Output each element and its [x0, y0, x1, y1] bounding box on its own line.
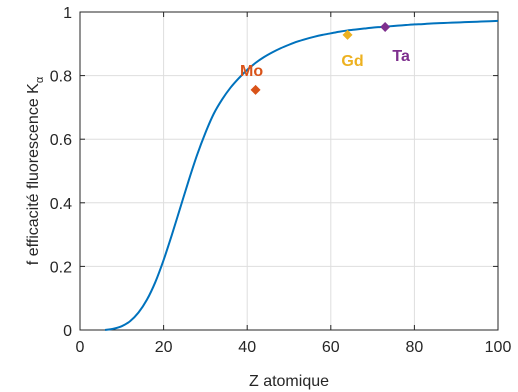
point-marker-ta	[380, 21, 391, 32]
y-tick-label: 0.4	[50, 196, 72, 213]
point-label-ta: Ta	[392, 48, 410, 65]
y-tick-label: 0.8	[50, 69, 72, 86]
point-label-gd: Gd	[341, 53, 363, 70]
y-axis-label-main: f efficacité fluorescence K	[25, 83, 42, 265]
x-tick-label: 40	[238, 339, 256, 356]
x-tick-label: 60	[322, 339, 340, 356]
x-tick-label: 0	[76, 339, 85, 356]
y-tick-label: 0.2	[50, 259, 72, 276]
x-axis-label: Z atomique	[249, 373, 329, 390]
y-axis-label-subscript: α	[34, 76, 46, 83]
point-marker-mo	[250, 84, 261, 95]
plot-area-frame	[79, 11, 499, 331]
grid	[79, 11, 499, 331]
y-tick-label: 1	[63, 5, 72, 22]
y-tick-label: 0.6	[50, 132, 72, 149]
data-markers: Mo Gd Ta	[240, 21, 410, 95]
axis-ticks: 0 20 40 60 80 100 0 0.2 0.4 0.6 0.8 1	[50, 5, 512, 356]
series-line	[104, 19, 499, 331]
y-axis-label: f efficacité fluorescence Kα	[25, 76, 46, 265]
point-label-mo: Mo	[240, 63, 263, 80]
x-tick-label: 80	[406, 339, 424, 356]
point-marker-gd	[342, 29, 353, 40]
y-tick-label: 0	[63, 323, 72, 340]
x-tick-label: 100	[485, 339, 512, 356]
x-tick-label: 20	[155, 339, 173, 356]
